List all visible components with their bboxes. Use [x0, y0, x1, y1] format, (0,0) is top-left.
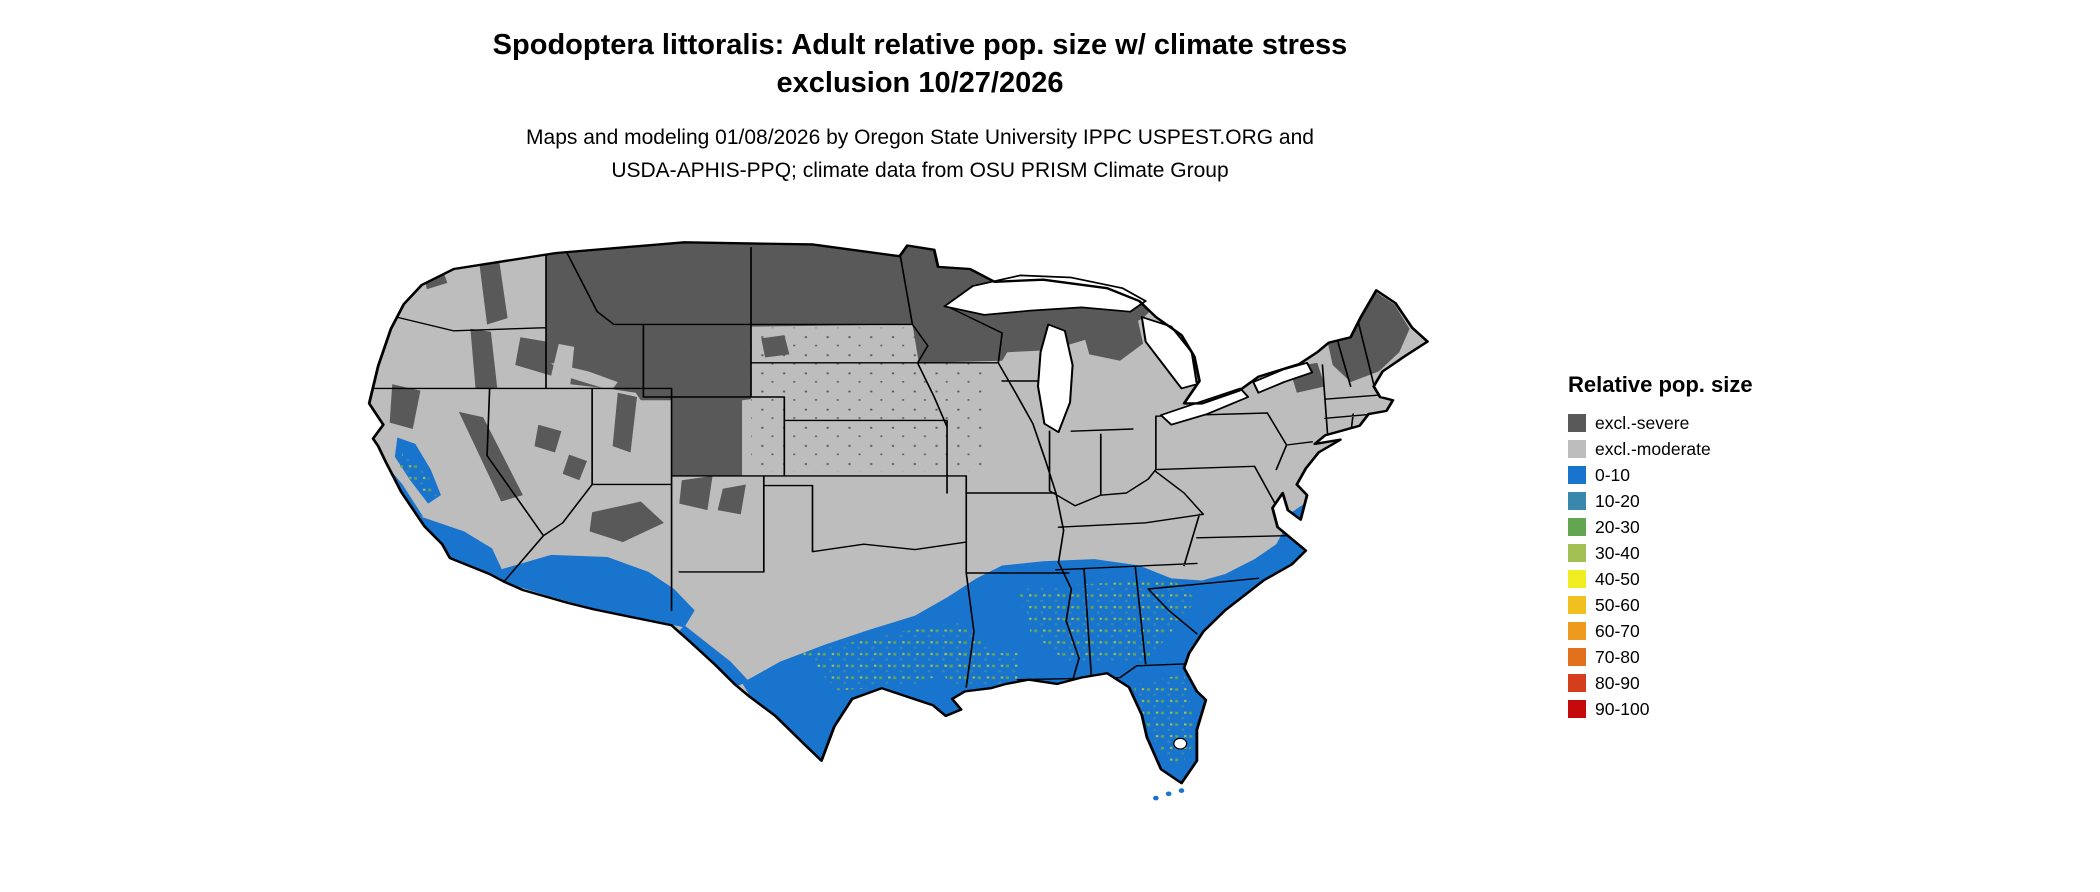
title-line-2: exclusion 10/27/2026: [776, 67, 1064, 100]
legend-label: 90-100: [1595, 698, 1650, 719]
legend-label: excl.-moderate: [1595, 438, 1711, 459]
legend-item: 20-30: [1568, 514, 1808, 540]
lake-michigan: [1036, 323, 1074, 434]
page-title: Spodoptera littoralis: Adult relative po…: [0, 26, 1840, 103]
legend-swatch: [1568, 700, 1586, 718]
attribution-line-1: Maps and modeling 01/08/2026 by Oregon S…: [526, 126, 1314, 149]
legend-label: 0-10: [1595, 464, 1631, 485]
legend-swatch: [1568, 466, 1586, 484]
region-plains-noise: [751, 327, 982, 472]
us-map-canvas: [367, 241, 1429, 801]
attribution-line-2: USDA-APHIS-PPQ; climate data from OSU PR…: [611, 158, 1229, 182]
legend-swatch: [1568, 648, 1586, 666]
legend-label: excl.-severe: [1595, 412, 1690, 433]
legend-swatch: [1568, 570, 1586, 588]
legend-title: Relative pop. size: [1568, 372, 1753, 397]
legend-item: 30-40: [1568, 540, 1808, 566]
legend-swatch: [1568, 440, 1586, 458]
lake-erie: [1159, 387, 1250, 426]
legend-item: 50-60: [1568, 592, 1808, 618]
legend: Relative pop. size excl.-severe excl.-mo…: [1568, 372, 1808, 722]
legend-swatch: [1568, 596, 1586, 614]
legend-item: 0-10: [1568, 462, 1808, 488]
title-line-1: Spodoptera littoralis: Adult relative po…: [492, 29, 1348, 61]
map-attribution: Maps and modeling 01/08/2026 by Oregon S…: [0, 122, 1840, 187]
legend-item: 90-100: [1568, 696, 1808, 722]
legend-item: 70-80: [1568, 644, 1808, 670]
map-regions: [369, 242, 1428, 784]
legend-item: excl.-severe: [1568, 410, 1808, 436]
legend-item: excl.-moderate: [1568, 436, 1808, 462]
legend-item: 40-50: [1568, 566, 1808, 592]
legend-label: 30-40: [1595, 542, 1640, 563]
legend-swatch: [1568, 544, 1586, 562]
legend-label: 70-80: [1595, 646, 1640, 667]
legend-swatch: [1568, 674, 1586, 692]
florida-keys: [1153, 788, 1185, 801]
legend-label: 20-30: [1595, 516, 1640, 537]
legend-swatch: [1568, 414, 1586, 432]
legend-label: 40-50: [1595, 568, 1640, 589]
legend-swatch: [1568, 518, 1586, 536]
legend-label: 50-60: [1595, 594, 1640, 615]
legend-item: 80-90: [1568, 670, 1808, 696]
us-map: [300, 205, 1530, 845]
legend-swatch: [1568, 622, 1586, 640]
legend-label: 80-90: [1595, 672, 1640, 693]
state-borders: [373, 246, 1384, 688]
legend-item: 60-70: [1568, 618, 1808, 644]
region-speckles: [399, 450, 1197, 771]
great-lakes: [943, 274, 1314, 750]
region-snake-plain: [551, 362, 618, 391]
legend-swatch: [1568, 492, 1586, 510]
legend-label: 10-20: [1595, 490, 1640, 511]
legend-item: 10-20: [1568, 488, 1808, 514]
legend-label: 60-70: [1595, 620, 1640, 641]
lake-okeechobee: [1173, 737, 1188, 750]
lake-superior: [943, 274, 1147, 316]
us-outline: [367, 241, 1429, 785]
